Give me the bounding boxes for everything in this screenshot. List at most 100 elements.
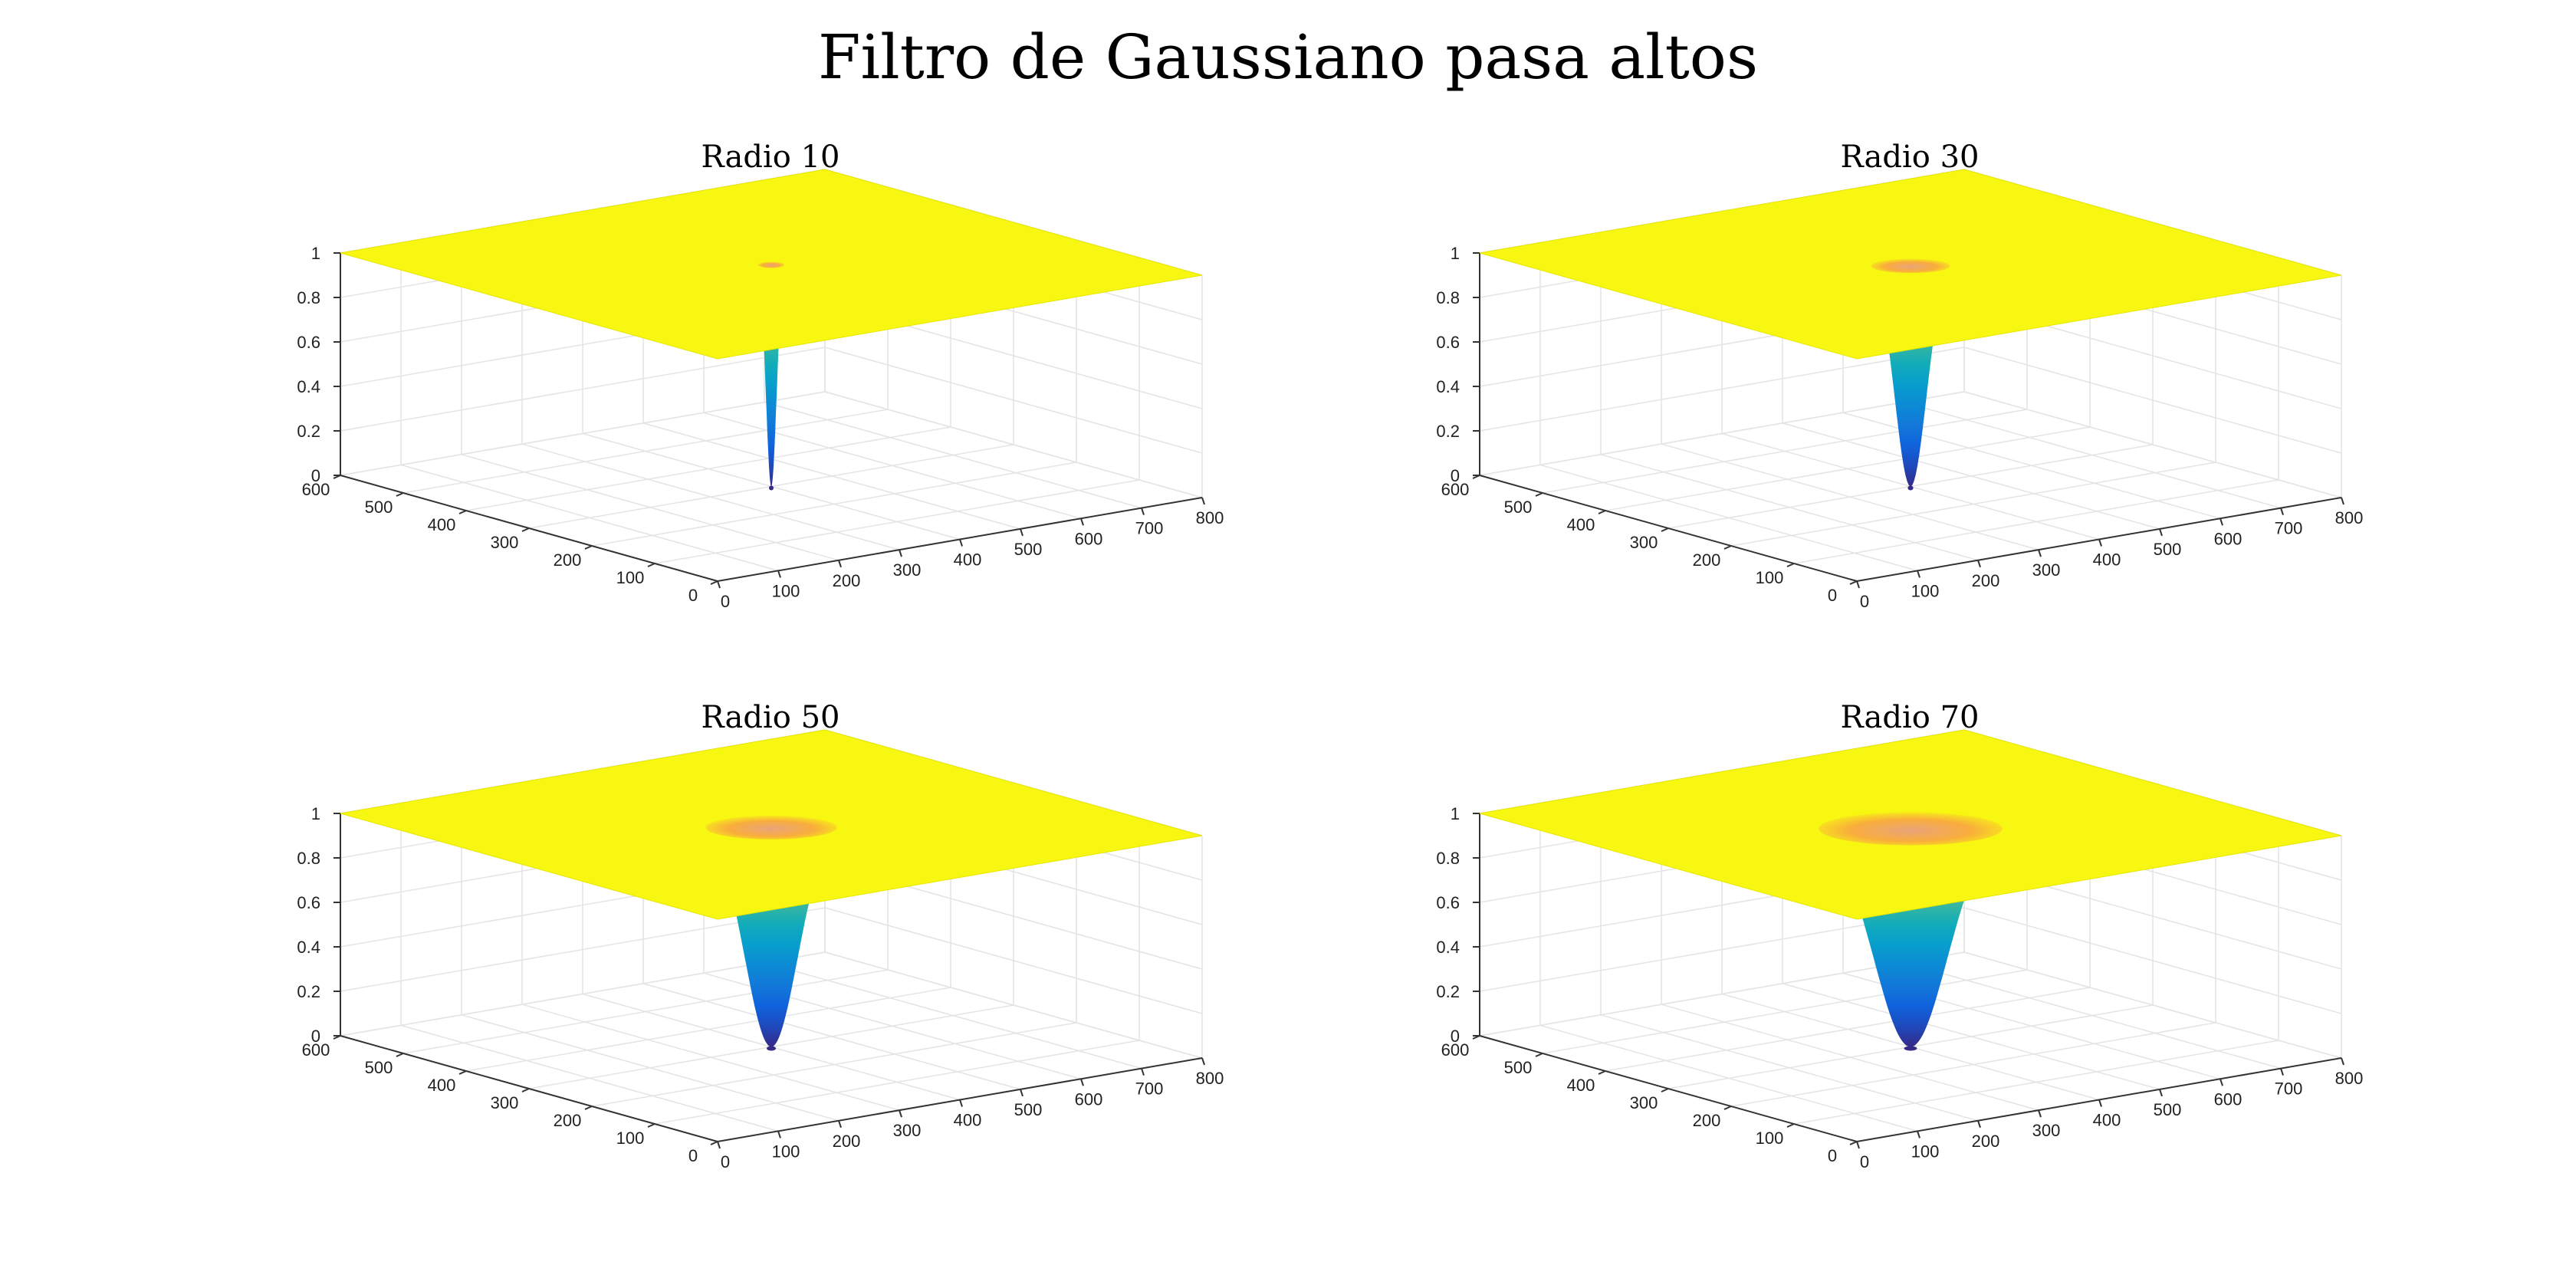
x-tick-label: 400 [2093,1111,2121,1130]
x-tick-mark [1917,570,1921,578]
y-tick-mark [521,1088,530,1092]
y-tick-mark [647,563,656,567]
x-tick-label: 200 [833,1132,861,1151]
grid-line [340,907,1203,1014]
subplot-grid: Radio 1001002003004005006007008000100200… [297,140,2363,1171]
y-tick-mark [1849,1141,1858,1145]
y-tick-label: 400 [1567,515,1595,534]
z-tick-label: 0.4 [1436,938,1460,957]
x-tick-label: 400 [954,1111,982,1130]
y-tick-mark [1723,1106,1732,1110]
surface [1479,169,2342,491]
y-tick-label: 100 [616,568,645,587]
x-tick-mark [1020,1089,1024,1097]
y-tick-label: 300 [491,533,519,552]
x-tick-label: 0 [1860,1152,1869,1171]
subplot-title: Radio 70 [1841,700,1980,735]
surface-plot-1: Radio 10 0 100 200 300 400 500 600 700 800 0 100 200… [297,140,1224,611]
x-tick-mark [2280,508,2284,515]
subplot-title: Radio 10 [702,140,840,175]
y-tick-label: 300 [1630,533,1658,552]
cone-tip [767,1046,776,1051]
grid-line [340,951,1203,1059]
x-tick-mark [1080,518,1084,526]
y-tick-label: 100 [1756,568,1784,587]
y-tick-label: 0 [1828,1146,1837,1165]
cone-tip [1904,1046,1917,1051]
z-tick-label: 0.8 [297,849,320,868]
grid-line [1479,951,2342,1059]
z-tick-label: 0.6 [1436,893,1460,912]
z-tick-label: 0 [311,1027,320,1046]
x-tick-mark [959,539,963,547]
y-tick-label: 500 [365,1058,393,1077]
x-tick-mark [2159,1089,2163,1097]
x-tick-label: 800 [1196,1069,1224,1088]
tick-labels: 0 100 200 300 400 500 600 700 800 0 100 200 300 400 50… [1436,244,2363,611]
grid-line [1479,907,2342,1014]
y-tick-label: 600 [302,480,330,499]
x-tick-label: 500 [1014,540,1043,559]
figure-title: Filtro de Gaussiano pasa altos [818,21,1758,93]
y-tick-mark [710,580,718,585]
x-tick-label: 100 [772,1142,800,1161]
y-tick-label: 100 [1756,1129,1784,1148]
x-tick-label: 100 [1911,1142,1940,1161]
x-tick-label: 700 [2275,1079,2303,1099]
x-tick-mark [2220,1078,2223,1086]
surface-plot-4: Radio 70 0 100 200 300 400 500 600 700 800 0 100 200… [1436,700,2363,1171]
x-tick-label: 700 [2275,519,2303,538]
y-tick-label: 500 [1504,1058,1533,1077]
x-tick-mark [1856,580,1860,589]
y-tick-mark [584,545,593,550]
y-tick-mark [458,510,467,514]
y-tick-mark [1598,510,1606,514]
y-tick-label: 300 [1630,1093,1658,1112]
y-tick-label: 0 [1828,586,1837,605]
x-tick-label: 600 [2214,1089,2242,1109]
x-tick-label: 600 [1075,529,1103,548]
x-tick-label: 300 [2032,1121,2061,1140]
x-tick-label: 600 [2214,529,2242,548]
y-tick-label: 0 [688,586,698,605]
x-tick-mark [1080,1078,1084,1086]
z-tick-label: 1 [311,244,320,263]
x-tick-mark [1977,560,1981,568]
y-tick-mark [584,1106,593,1110]
y-tick-label: 500 [1504,498,1533,517]
x-tick-label: 600 [1075,1089,1103,1109]
x-tick-mark [2038,1109,2042,1118]
grid-line [1479,391,2342,498]
x-tick-label: 100 [1911,581,1940,600]
y-tick-mark [710,1141,718,1145]
x-tick-label: 700 [1135,1079,1164,1099]
y-tick-label: 200 [1693,1111,1721,1130]
surface [340,169,1203,491]
cone-tip [769,485,774,491]
x-tick-label: 800 [2335,508,2364,527]
cone-tip [1907,485,1914,491]
y-tick-mark [1598,1070,1606,1075]
x-tick-mark [1856,1141,1860,1149]
x-tick-label: 300 [2032,560,2061,580]
surface [1479,729,2342,1051]
x-tick-mark [1020,528,1024,537]
z-tick-label: 0.2 [297,982,320,1001]
y-tick-mark [1535,1053,1543,1057]
x-tick-label: 300 [893,1121,922,1140]
x-tick-mark [2098,539,2102,547]
y-tick-label: 200 [554,1111,582,1130]
y-tick-mark [1786,563,1795,567]
x-tick-mark [1141,508,1145,515]
y-tick-label: 400 [428,515,456,534]
x-tick-mark [2341,1057,2344,1066]
y-tick-mark [1535,492,1543,497]
x-tick-label: 700 [1135,519,1164,538]
x-tick-mark [899,1109,902,1118]
grid-line [1479,347,2342,454]
y-tick-mark [1723,545,1732,550]
tick-labels: 0 100 200 300 400 500 600 700 800 0 100 200 300 400 50… [297,244,1224,611]
x-tick-mark [1977,1120,1981,1129]
x-tick-mark [1201,1057,1205,1066]
